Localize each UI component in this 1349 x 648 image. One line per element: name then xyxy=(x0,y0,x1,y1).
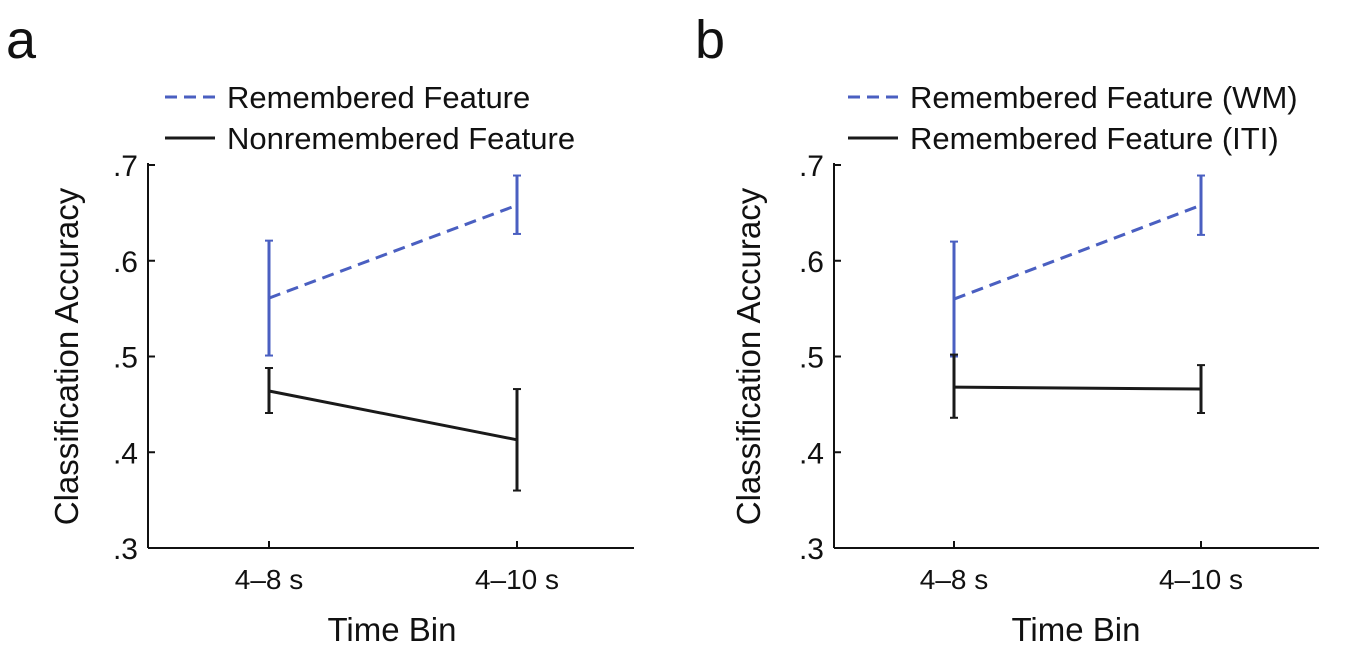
y-tick-label: .7 xyxy=(113,150,138,183)
series-line xyxy=(953,203,1202,301)
data-point xyxy=(1199,387,1203,391)
data-point xyxy=(952,385,956,389)
x-axis-title: Time Bin xyxy=(328,611,457,648)
panel-letter: b xyxy=(695,10,725,70)
panel-b: b .3 .4 .5 .6 .7 4–8 s 4–10 s Time Bin Classifica… xyxy=(695,10,1319,648)
panel-letter: a xyxy=(6,10,37,70)
x-axis-title: Time Bin xyxy=(1012,611,1141,648)
legend-label: Remembered Feature (WM) xyxy=(910,80,1298,115)
y-tick-label: .4 xyxy=(113,437,138,470)
y-tick-label: .6 xyxy=(799,246,824,279)
series-0 xyxy=(950,174,1205,358)
x-tick-label: 4–8 s xyxy=(235,564,304,595)
data-point xyxy=(952,297,956,301)
data-point xyxy=(267,389,271,393)
x-tick-label: 4–8 s xyxy=(920,564,989,595)
series-line xyxy=(268,203,518,300)
y-axis-title: Classification Accuracy xyxy=(730,187,767,525)
y-tick-label: .3 xyxy=(799,533,824,566)
y-tick-label: .6 xyxy=(113,246,138,279)
data-point xyxy=(515,203,519,207)
legend-label: Nonremembered Feature xyxy=(227,121,575,156)
y-axis-title: Classification Accuracy xyxy=(48,187,85,525)
series-1 xyxy=(950,353,1205,419)
y-tick-label: .4 xyxy=(799,437,824,470)
y-tick-label: .5 xyxy=(799,342,824,375)
x-tick-label: 4–10 s xyxy=(1159,564,1243,595)
panel-a: a .3 .4 .5 .6 .7 4–8 s 4–10 s Time Bin Classifica… xyxy=(6,10,634,648)
legend-label: Remembered Feature xyxy=(227,80,530,115)
x-tick-label: 4–10 s xyxy=(475,564,559,595)
y-tick-label: .5 xyxy=(113,342,138,375)
series-1 xyxy=(265,366,521,492)
y-tick-label: .7 xyxy=(799,150,824,183)
series-line xyxy=(268,389,518,442)
legend-label: Remembered Feature (ITI) xyxy=(910,121,1279,156)
data-point xyxy=(515,438,519,442)
data-point xyxy=(1199,203,1203,207)
data-point xyxy=(267,296,271,300)
series-line xyxy=(953,385,1202,391)
series-0 xyxy=(265,174,521,357)
y-tick-label: .3 xyxy=(113,533,138,566)
